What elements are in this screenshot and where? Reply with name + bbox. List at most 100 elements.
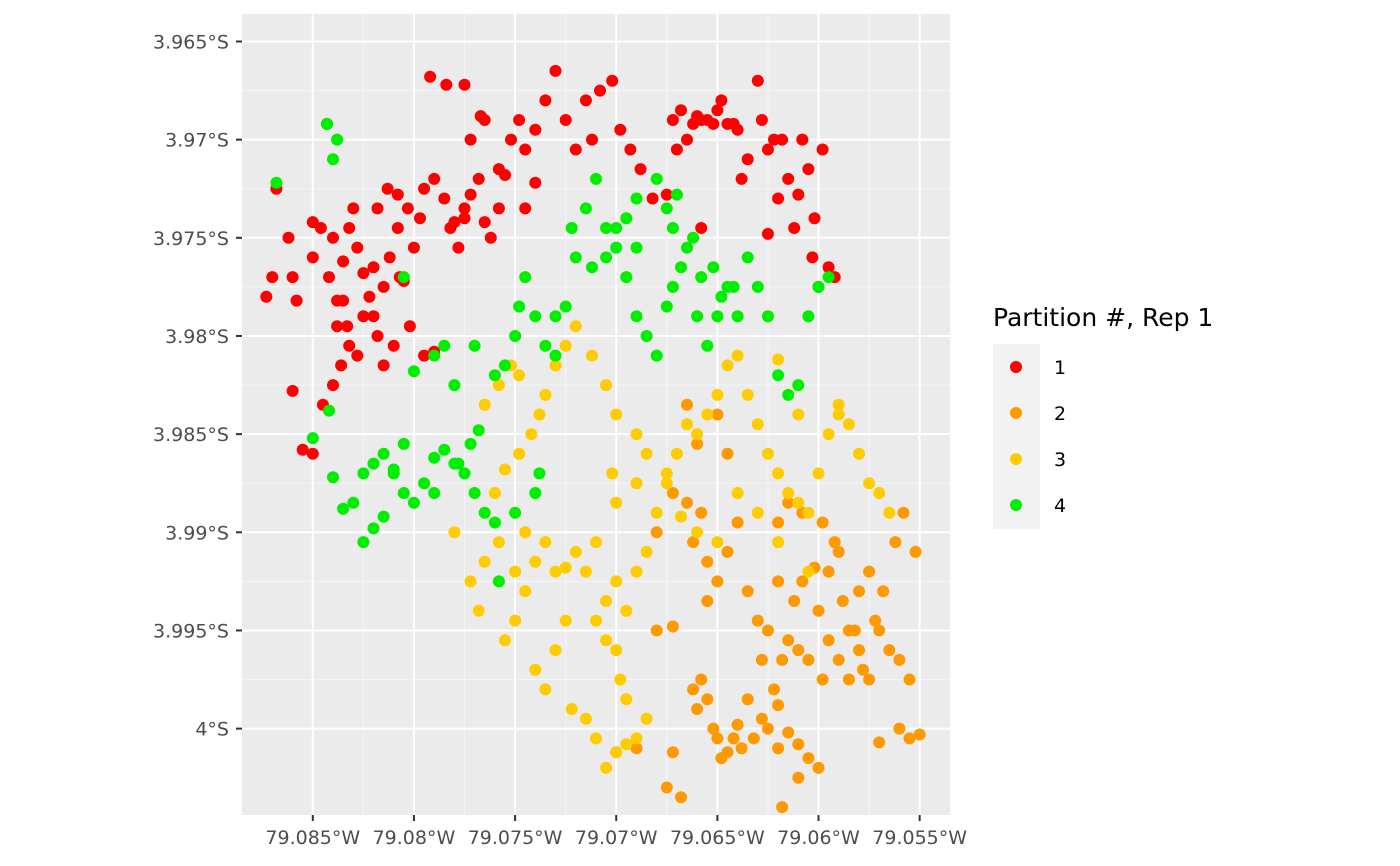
data-point	[691, 703, 704, 715]
data-point	[711, 536, 724, 549]
data-point	[337, 255, 350, 268]
data-point	[472, 424, 485, 437]
data-point	[351, 241, 364, 254]
data-point	[681, 398, 693, 411]
data-point	[877, 585, 890, 598]
data-point	[701, 693, 714, 706]
data-point	[650, 506, 663, 519]
data-point	[822, 565, 835, 578]
data-point	[832, 653, 845, 666]
data-point	[440, 78, 453, 91]
data-point	[367, 457, 380, 470]
data-point	[306, 447, 319, 460]
data-point	[614, 123, 627, 136]
data-point	[565, 703, 578, 715]
data-point	[371, 330, 384, 342]
data-point	[640, 330, 653, 342]
data-point	[286, 384, 299, 397]
data-point	[513, 300, 526, 313]
legend-key-4	[1010, 499, 1022, 511]
data-point	[816, 673, 829, 686]
data-point	[893, 653, 906, 666]
data-point	[549, 310, 562, 323]
data-point	[343, 222, 356, 234]
data-point	[893, 722, 906, 735]
data-point	[357, 310, 370, 323]
data-point	[610, 746, 623, 759]
data-point	[731, 310, 744, 323]
data-point	[549, 64, 562, 77]
data-point	[351, 349, 364, 362]
data-point	[687, 231, 700, 244]
data-point	[913, 728, 926, 741]
data-point	[848, 624, 861, 637]
data-point	[812, 604, 825, 617]
data-point	[464, 188, 477, 201]
data-point	[569, 320, 582, 333]
data-point	[590, 732, 602, 745]
data-point	[630, 742, 643, 755]
data-point	[776, 653, 789, 666]
data-point	[533, 467, 546, 480]
data-point	[792, 408, 805, 421]
data-point	[478, 398, 491, 411]
data-point	[802, 310, 815, 323]
legend-key-2	[1010, 407, 1022, 419]
data-point	[681, 241, 693, 254]
legend-entry-4: 4	[1010, 495, 1066, 517]
data-point	[403, 320, 416, 333]
data-point	[681, 133, 693, 146]
data-point	[428, 451, 441, 464]
data-point	[549, 565, 562, 578]
y-tick-label: 3.985°S	[153, 424, 229, 446]
data-point	[691, 310, 704, 323]
data-point	[751, 74, 764, 87]
data-point	[751, 418, 764, 431]
data-point	[711, 388, 724, 401]
data-point	[529, 663, 542, 676]
x-tick-label: 79.07°W	[575, 827, 658, 849]
data-point	[590, 536, 602, 549]
data-point	[735, 172, 748, 185]
y-tick-label: 3.98°S	[165, 326, 229, 348]
data-point	[478, 506, 491, 519]
data-point	[670, 143, 683, 156]
data-point	[327, 231, 339, 244]
data-point	[314, 222, 327, 234]
data-point	[579, 565, 592, 578]
data-point	[323, 404, 335, 417]
data-point	[478, 216, 491, 229]
data-point	[343, 339, 356, 352]
x-axis: 79.085°W 79.08°W 79.075°W 79.07°W 79.065°W 79…	[265, 815, 967, 849]
data-point	[610, 644, 623, 657]
data-point	[721, 359, 734, 372]
data-point	[492, 202, 505, 215]
data-point	[660, 300, 673, 313]
data-point	[640, 712, 653, 725]
data-point	[586, 133, 598, 146]
data-point	[337, 294, 350, 307]
data-point	[367, 522, 380, 535]
data-point	[812, 467, 825, 480]
data-point	[707, 722, 720, 735]
data-point	[590, 614, 602, 627]
data-point	[761, 310, 774, 323]
data-point	[761, 227, 774, 240]
data-point	[321, 117, 333, 130]
data-point	[802, 752, 815, 765]
data-point	[525, 428, 538, 441]
data-point	[650, 172, 663, 185]
data-point	[290, 294, 303, 307]
data-point	[751, 506, 764, 519]
data-point	[549, 349, 562, 362]
data-point	[755, 712, 768, 725]
data-point	[772, 575, 785, 588]
data-point	[650, 526, 663, 539]
data-point	[687, 536, 700, 549]
data-point	[883, 644, 896, 657]
data-point	[448, 379, 461, 392]
data-point	[492, 163, 505, 176]
data-point	[586, 349, 598, 362]
data-point	[452, 457, 465, 470]
data-point	[701, 555, 714, 568]
